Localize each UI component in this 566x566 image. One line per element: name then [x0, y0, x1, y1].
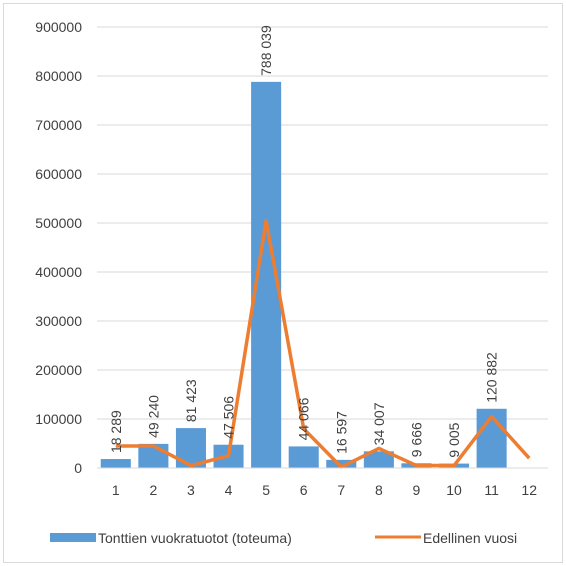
data-label: 81 423: [183, 379, 199, 422]
x-tick-label: 2: [149, 482, 157, 498]
data-label: 49 240: [145, 395, 161, 438]
bar: [100, 459, 131, 468]
x-tick-label: 10: [446, 482, 462, 498]
line-series-path: [115, 218, 531, 469]
data-label: 44 066: [296, 397, 312, 440]
legend: Tonttien vuokratuotot (toteuma) Edelline…: [50, 530, 517, 546]
y-tick-label: 600000: [35, 166, 82, 182]
legend-bar-swatch: [50, 533, 96, 542]
y-tick-label: 300000: [35, 313, 82, 329]
y-tick-label: 500000: [35, 215, 82, 231]
data-label: 9 666: [408, 422, 424, 457]
data-label: 16 597: [333, 411, 349, 454]
axes: 0 100000 200000 300000 400000 500000 600000 700…: [35, 19, 548, 498]
y-tick-label: 700000: [35, 117, 82, 133]
x-tick-label: 6: [300, 482, 308, 498]
data-label: 18 289: [108, 410, 124, 453]
x-tick-label: 11: [484, 482, 499, 498]
bar: [288, 446, 319, 468]
y-tick-label: 200000: [35, 362, 82, 378]
x-tick-label: 5: [262, 482, 270, 498]
y-tick-label: 900000: [35, 19, 82, 35]
x-tick-label: 4: [225, 482, 233, 498]
x-tick-label: 1: [112, 482, 120, 498]
chart-frame: 18 289 49 240 81 423 47 506 788 039 44 066 16 …: [3, 3, 563, 563]
x-tick-label: 7: [337, 482, 345, 498]
data-label: 9 005: [446, 422, 462, 457]
data-label: 788 039: [258, 25, 274, 76]
data-labels: 18 289 49 240 81 423 47 506 788 039 44 066 16 …: [108, 25, 500, 458]
x-tick-label: 3: [187, 482, 195, 498]
legend-bar-label: Tonttien vuokratuotot (toteuma): [98, 530, 292, 546]
data-label: 120 882: [484, 352, 500, 403]
data-label: 47 506: [221, 396, 237, 439]
line-series: [115, 218, 531, 469]
bar: [363, 451, 394, 468]
y-tick-label: 800000: [35, 68, 82, 84]
x-tick-label: 9: [413, 482, 421, 498]
legend-line-label: Edellinen vuosi: [423, 530, 517, 546]
bar: [326, 459, 357, 468]
y-tick-label: 100000: [35, 411, 82, 427]
x-tick-label: 12: [521, 482, 537, 498]
gridlines: [97, 26, 548, 420]
data-label: 34 007: [371, 402, 387, 445]
x-tick-label: 8: [375, 482, 383, 498]
y-tick-label: 0: [74, 460, 82, 476]
y-tick-label: 400000: [35, 264, 82, 280]
